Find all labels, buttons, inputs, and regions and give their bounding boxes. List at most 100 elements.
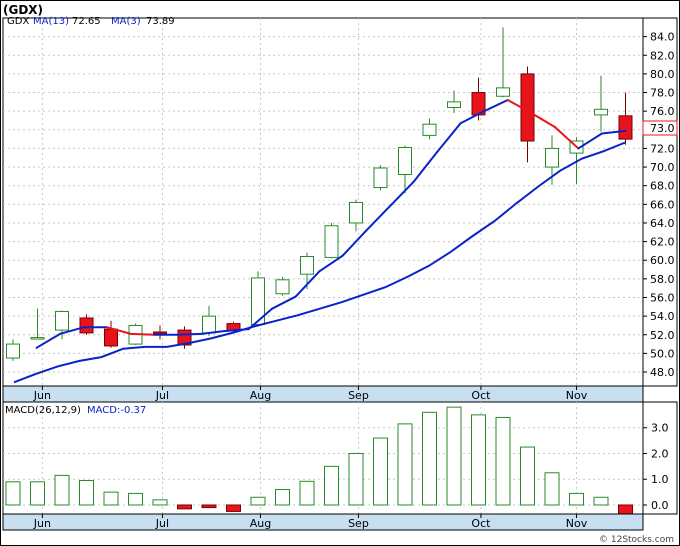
ma3-segment bbox=[459, 110, 486, 125]
macd-bar-positive bbox=[324, 465, 339, 506]
price-plot-area bbox=[2, 17, 644, 387]
price-tick-label: 50.0 bbox=[650, 347, 675, 360]
candle-up bbox=[324, 225, 339, 258]
ma3-segment bbox=[176, 332, 203, 336]
macd-axis-area bbox=[642, 401, 678, 515]
candle-up bbox=[202, 315, 216, 334]
x-tick-label: Sep bbox=[348, 389, 369, 402]
price-tick-label: 82.0 bbox=[650, 49, 675, 62]
ma3-segment bbox=[341, 229, 368, 257]
macd-x-labels: Jun Jul Aug Sep Oct Nov bbox=[33, 514, 588, 530]
price-tick-label: 78.0 bbox=[650, 87, 675, 100]
macd-bar-negative bbox=[226, 504, 241, 512]
macd-bar-positive bbox=[54, 474, 70, 506]
macd-bar-negative bbox=[201, 504, 217, 509]
macd-bar-positive bbox=[569, 492, 584, 506]
candle-up bbox=[6, 343, 20, 359]
price-tick-label: 80.0 bbox=[650, 68, 675, 81]
x-tick-label: Oct bbox=[471, 517, 491, 530]
macd-legend-label: MACD(26,12,9) bbox=[5, 405, 81, 416]
price-tick-label: 48.0 bbox=[650, 366, 675, 379]
macd-bar-positive bbox=[422, 411, 437, 506]
macd-bar-negative bbox=[618, 504, 633, 516]
x-tick-label: Nov bbox=[566, 389, 588, 402]
candle-up bbox=[398, 146, 412, 176]
last-price-tag: 73.0 bbox=[650, 122, 675, 135]
price-grid bbox=[3, 18, 643, 386]
macd-bar-positive bbox=[103, 491, 119, 506]
ma3-segment bbox=[318, 254, 344, 273]
macd-legend: MACD(26,12,9) MACD:-0.37 bbox=[5, 405, 146, 416]
ma3-segment bbox=[271, 295, 297, 310]
candle-up bbox=[594, 108, 608, 116]
ma3-segment bbox=[600, 129, 627, 135]
moving-averages bbox=[13, 98, 627, 384]
x-tick-label: Oct bbox=[471, 389, 491, 402]
price-legend: GDX MA(13) 72.65 MA(3) 73.89 bbox=[7, 16, 175, 27]
price-tick-label: 56.0 bbox=[650, 291, 675, 304]
candle-up bbox=[447, 101, 461, 108]
candle-up bbox=[30, 337, 45, 340]
macd-tick-label: 1.0 bbox=[651, 473, 669, 486]
x-tick-label: Jun bbox=[33, 517, 51, 530]
macd-bar-positive bbox=[520, 446, 535, 506]
chart-title: (GDX) bbox=[3, 3, 43, 17]
macd-bar-positive bbox=[471, 414, 486, 506]
macd-bar-positive bbox=[250, 496, 266, 506]
price-tick-label: 72.0 bbox=[650, 142, 675, 155]
price-tick-label: 76.0 bbox=[650, 105, 675, 118]
macd-bar-positive bbox=[275, 489, 290, 506]
price-tick-label: 84.0 bbox=[650, 31, 675, 44]
ma3-segment bbox=[247, 307, 274, 331]
macd-bar-positive bbox=[397, 423, 413, 506]
price-panel: 84.082.080.078.076.074.072.070.068.066.0… bbox=[2, 16, 678, 387]
macd-bar-positive bbox=[495, 416, 511, 506]
x-tick-label: Aug bbox=[250, 389, 271, 402]
ma3-segment bbox=[412, 151, 439, 183]
price-tick-label: 60.0 bbox=[650, 254, 675, 267]
macd-y-ticks: 3.0 2.0 1.0 0.0 bbox=[643, 422, 669, 512]
macd-bar-positive bbox=[128, 492, 143, 506]
candle-down bbox=[618, 115, 633, 140]
price-tick-label: 62.0 bbox=[650, 236, 675, 249]
candle-up bbox=[275, 279, 290, 295]
macd-tick-label: 3.0 bbox=[651, 422, 669, 435]
macd-bars bbox=[5, 406, 633, 516]
macd-bar-positive bbox=[593, 496, 609, 506]
candle-down bbox=[79, 317, 94, 334]
macd-bar-positive bbox=[348, 452, 364, 506]
ma3-segment bbox=[224, 328, 250, 333]
price-x-labels: Jun Jul Aug Sep Oct Nov bbox=[33, 386, 588, 402]
macd-panel: 3.0 2.0 1.0 0.0 MACD(26,12,9) MACD:-0.37 bbox=[2, 401, 678, 516]
ma3-segment bbox=[365, 205, 391, 232]
ma3-segment bbox=[388, 180, 415, 208]
price-tick-label: 68.0 bbox=[650, 180, 675, 193]
macd-bar-positive bbox=[152, 499, 168, 506]
macd-bar-positive bbox=[5, 481, 21, 506]
macd-tick-label: 2.0 bbox=[651, 447, 669, 460]
ma3-segment bbox=[506, 98, 533, 115]
ma3-segment bbox=[35, 332, 62, 349]
macd-tick-label: 0.0 bbox=[651, 499, 669, 512]
legend-ticker: GDX bbox=[7, 16, 29, 27]
price-tick-label: 54.0 bbox=[650, 310, 675, 323]
ma3-segment bbox=[553, 126, 580, 150]
legend-ma3-value: 73.89 bbox=[146, 16, 175, 27]
macd-bar-positive bbox=[373, 437, 388, 506]
macd-bar-positive bbox=[79, 480, 94, 506]
macd-bar-positive bbox=[299, 480, 315, 506]
macd-bar-positive bbox=[446, 406, 462, 506]
x-tick-label: Sep bbox=[348, 517, 369, 530]
price-tick-label: 58.0 bbox=[650, 273, 675, 286]
last-price-tag-box bbox=[642, 120, 678, 136]
candle-up bbox=[55, 310, 69, 331]
macd-bar-positive bbox=[30, 481, 45, 506]
x-tick-label: Aug bbox=[250, 517, 271, 530]
price-date-band bbox=[2, 385, 644, 403]
macd-date-band bbox=[2, 513, 644, 531]
legend-ma13-value: 72.65 bbox=[72, 16, 101, 27]
candle-up bbox=[422, 123, 437, 136]
price-tick-label: 64.0 bbox=[650, 217, 675, 230]
ma3-segment bbox=[129, 332, 156, 336]
ma3-segment bbox=[436, 122, 462, 154]
